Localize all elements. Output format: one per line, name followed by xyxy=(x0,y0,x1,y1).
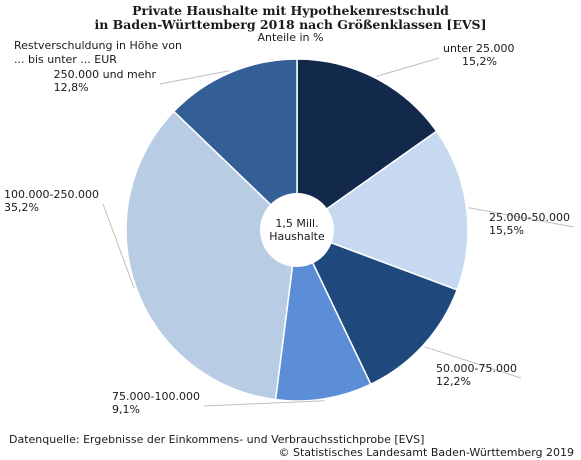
legend-note-line2: ... bis unter ... EUR xyxy=(14,53,117,66)
chart-subtitle: Anteile in % xyxy=(257,31,324,44)
slice-label: 50.000-75.000 xyxy=(436,362,517,375)
center-label-line1: 1,5 Mill. xyxy=(275,217,318,230)
pie-slice xyxy=(295,130,469,291)
pie-slice xyxy=(295,228,459,386)
slice-value-label: 9,1% xyxy=(112,403,140,416)
chart-title: Private Haushalte mit Hypothekenrestschu… xyxy=(132,3,449,18)
leader-line xyxy=(376,57,440,77)
donut-hole xyxy=(260,193,334,267)
leader-line xyxy=(102,203,135,288)
slice-label: unter 25.000 xyxy=(443,42,515,55)
source-note: Datenquelle: Ergebnisse der Einkommens- … xyxy=(9,433,425,446)
slice-label: 75.000-100.000 xyxy=(112,390,200,403)
slice-value-label: 15,5% xyxy=(489,224,524,237)
slice-label: 100.000-250.000 xyxy=(4,188,99,201)
pie-slice xyxy=(274,227,372,402)
leader-line xyxy=(203,400,325,407)
pie-slice xyxy=(296,58,438,232)
slice-value-label: 12,8% xyxy=(54,81,89,94)
pie-slice xyxy=(125,110,298,401)
chart-title-line2: in Baden-Württemberg 2018 nach Größenkla… xyxy=(94,17,487,32)
slice-label: 25.000-50.000 xyxy=(489,211,570,224)
slice-label: 250.000 und mehr xyxy=(54,68,157,81)
pie-slice xyxy=(172,58,298,232)
leader-line xyxy=(468,207,575,228)
leader-line xyxy=(424,346,522,379)
leader-line xyxy=(159,70,230,85)
legend-note-line1: Restverschuldung in Höhe von xyxy=(14,39,182,52)
center-label-line2: Haushalte xyxy=(269,230,325,243)
copyright-note: © Statistisches Landesamt Baden-Württemb… xyxy=(278,446,574,459)
slice-value-label: 12,2% xyxy=(436,375,471,388)
slice-value-label: 15,2% xyxy=(462,55,497,68)
slice-value-label: 35,2% xyxy=(4,201,39,214)
